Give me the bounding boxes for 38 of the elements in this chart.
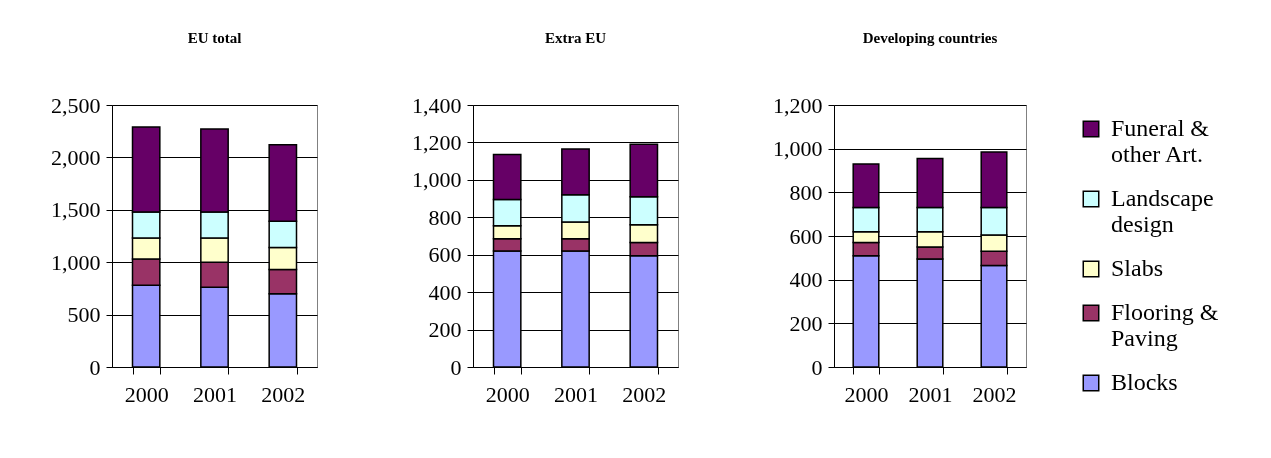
y-tick-label: 600 <box>428 242 462 268</box>
y-tick-label: 1,000 <box>773 136 823 162</box>
x-tick-label: 2002 <box>622 381 667 407</box>
x-tick-label: 2002 <box>972 381 1017 407</box>
legend-label: Flooring & Paving <box>1111 299 1219 351</box>
y-tick-label: 1,500 <box>51 197 101 223</box>
y-tick-label: 0 <box>811 354 823 380</box>
x-tick-label: 2001 <box>193 381 237 407</box>
y-tick-label: 1,000 <box>51 249 101 275</box>
x-tick-label: 2002 <box>261 381 306 407</box>
y-tick-label: 600 <box>789 223 823 249</box>
x-tick-label: 2001 <box>554 381 598 407</box>
y-tick-label: 400 <box>789 267 823 293</box>
y-tick-label: 1,000 <box>412 167 462 193</box>
y-tick-label: 2,500 <box>51 92 101 118</box>
chart-title: Extra EU <box>544 30 607 46</box>
legend-label: Landscape design <box>1111 185 1214 237</box>
y-tick-label: 800 <box>428 204 462 230</box>
x-tick-label: 2000 <box>485 381 530 407</box>
x-tick-label: 2001 <box>908 381 953 407</box>
chart-title: Developing countries <box>862 30 998 46</box>
chart-title: EU total <box>187 30 242 46</box>
y-tick-label: 800 <box>789 179 823 205</box>
y-tick-label: 2,000 <box>51 144 101 170</box>
y-tick-label: 0 <box>450 354 462 380</box>
y-tick-label: 400 <box>428 279 462 305</box>
x-tick-label: 2000 <box>124 381 169 407</box>
y-tick-label: 200 <box>789 310 823 336</box>
y-tick-label: 0 <box>89 354 101 380</box>
y-tick-label: 1,200 <box>412 129 462 155</box>
y-tick-label: 500 <box>67 302 101 328</box>
legend-label: Slabs <box>1111 255 1164 281</box>
y-tick-label: 200 <box>428 317 462 343</box>
y-tick-label: 1,400 <box>412 92 462 118</box>
y-tick-label: 1,200 <box>773 92 823 118</box>
legend-label: Blocks <box>1111 369 1178 395</box>
legend-label: Funeral & other Art. <box>1111 115 1210 167</box>
x-tick-label: 2000 <box>844 381 889 407</box>
